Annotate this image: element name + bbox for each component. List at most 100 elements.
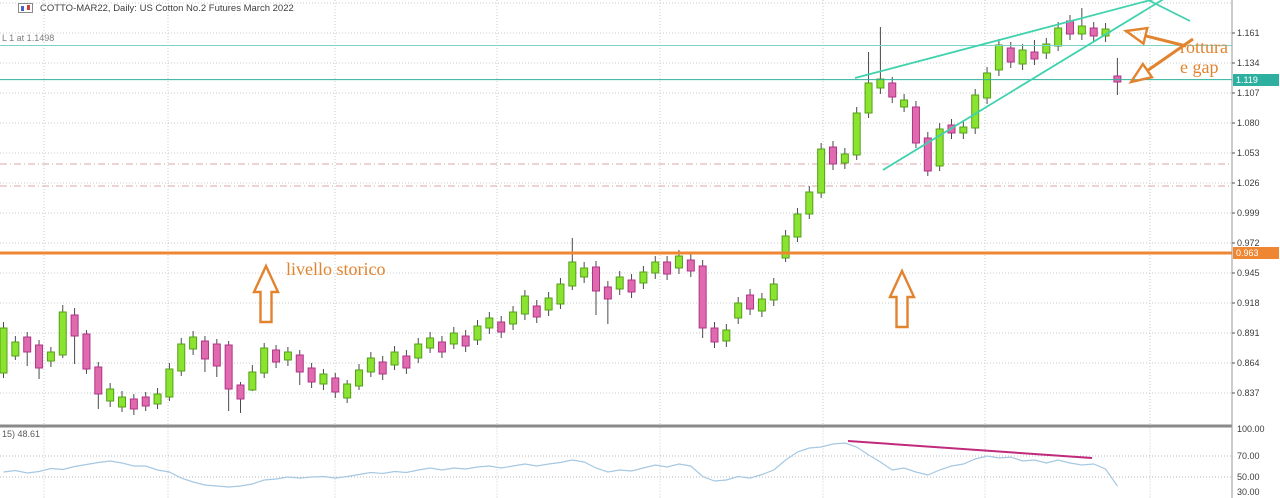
- candle-bullish: [935, 128, 944, 167]
- price-axis-label: 1.161: [1237, 28, 1260, 38]
- candle-bullish: [449, 332, 458, 345]
- break-arrow-head-icon: [1122, 26, 1149, 46]
- price-axis-label: 0.837: [1237, 388, 1260, 398]
- candle-bearish: [437, 341, 446, 353]
- candle-bullish: [769, 283, 778, 301]
- candle-bullish: [473, 325, 482, 341]
- chart-symbol-icon: [18, 3, 33, 13]
- candle-bearish: [272, 349, 281, 363]
- candle-bearish: [295, 354, 304, 373]
- annotation-livello-storico: livello storico: [286, 259, 386, 279]
- candle-bullish: [734, 302, 743, 319]
- candle-bearish: [378, 361, 387, 375]
- candle-bearish: [532, 305, 541, 318]
- candle-bearish: [497, 321, 506, 333]
- candle-bullish: [639, 271, 648, 284]
- candle-bullish: [674, 255, 683, 269]
- candle-bullish: [580, 267, 589, 278]
- candle-bullish: [852, 112, 861, 156]
- price-axis-label: 0.918: [1237, 298, 1260, 308]
- candle-bullish: [46, 351, 55, 362]
- candle-bullish: [757, 298, 766, 312]
- candle-bearish: [307, 367, 316, 383]
- candle-bearish: [888, 82, 897, 98]
- candle-bullish: [983, 72, 992, 99]
- annotation-rottura-e-gap: rottura e gap: [1180, 37, 1228, 77]
- candle-bearish: [1089, 27, 1098, 37]
- candle-bullish: [0, 327, 8, 374]
- candle-bearish: [592, 266, 600, 292]
- candle-bullish: [509, 311, 518, 325]
- chart-title: COTTO-MAR22, Daily: US Cotton No.2 Futur…: [40, 3, 294, 14]
- candle-bullish: [959, 126, 968, 134]
- candle-bullish: [651, 261, 660, 274]
- candle-bullish: [556, 283, 565, 305]
- annotation-rottura-line2: e gap: [1180, 57, 1219, 77]
- candle-bearish: [200, 340, 209, 360]
- candle-bullish: [864, 82, 873, 114]
- candle-bearish: [1006, 47, 1015, 63]
- candle-bullish: [283, 351, 292, 361]
- candle-bullish: [118, 396, 126, 408]
- price-axis-label: 0.945: [1237, 268, 1260, 278]
- candle-bullish: [1042, 43, 1051, 54]
- candle-bullish: [615, 276, 624, 290]
- candle-bullish: [390, 351, 399, 366]
- candle-bullish: [1054, 27, 1063, 47]
- candle-bullish: [177, 343, 186, 372]
- current-price-tag: 1.119: [1233, 74, 1279, 86]
- candle-bearish: [746, 294, 755, 310]
- candle-bullish: [366, 357, 375, 373]
- candle-bullish: [568, 261, 577, 287]
- candle-bearish: [461, 335, 470, 347]
- candle-bearish: [35, 344, 44, 369]
- candle-bearish: [82, 333, 91, 370]
- break-arrow-shaft: [1145, 34, 1187, 48]
- candle-bearish: [603, 286, 612, 300]
- candle-bullish: [58, 311, 67, 356]
- candle-bullish: [248, 371, 257, 391]
- price-axis-label: 1.134: [1237, 58, 1260, 68]
- price-axis-label: 0.972: [1237, 238, 1260, 248]
- order-line-label: L 1 at 1.1498: [2, 33, 55, 43]
- candle-bullish: [840, 153, 849, 164]
- candle-bullish: [817, 148, 826, 194]
- price-axis-label: 0.864: [1237, 358, 1260, 368]
- candle-bearish: [911, 106, 920, 144]
- candle-bearish: [331, 377, 340, 393]
- break-arrow-shaft: [1146, 37, 1194, 72]
- candle-bullish: [781, 235, 790, 259]
- candle-bearish: [1113, 75, 1122, 83]
- candle-bearish: [710, 327, 719, 343]
- candle-bullish: [1077, 25, 1086, 35]
- rsi-axis-label: 30.00: [1237, 487, 1260, 497]
- candle-bearish: [141, 396, 150, 407]
- candle-bearish: [663, 261, 672, 275]
- candle-bullish: [544, 297, 553, 311]
- price-axis-label: 0.999: [1237, 208, 1260, 218]
- candle-bullish: [355, 369, 363, 387]
- candle-bullish: [793, 213, 802, 238]
- candle-bullish: [426, 337, 435, 349]
- panel-separator: [0, 424, 1232, 428]
- annotation-rottura-line1: rottura: [1180, 37, 1228, 57]
- up-arrow-icon: [252, 263, 280, 324]
- candle-bearish: [1030, 51, 1039, 60]
- candle-bearish: [402, 355, 411, 369]
- candle-bearish: [224, 344, 233, 390]
- trendline: [882, 0, 1164, 171]
- price-axis-label: 1.080: [1237, 118, 1260, 128]
- candle-bullish: [485, 317, 494, 329]
- rsi-axis-label: 100.00: [1237, 424, 1265, 434]
- candle-bearish: [212, 343, 221, 367]
- candle-bearish: [129, 398, 138, 410]
- candle-bullish: [805, 191, 814, 215]
- candle-bearish: [236, 384, 245, 400]
- candle-bullish: [343, 383, 352, 399]
- break-arrow-head-icon: [1128, 61, 1154, 84]
- candle-bullish: [189, 336, 198, 350]
- candle-bearish: [94, 366, 103, 395]
- candle-bullish: [106, 388, 115, 402]
